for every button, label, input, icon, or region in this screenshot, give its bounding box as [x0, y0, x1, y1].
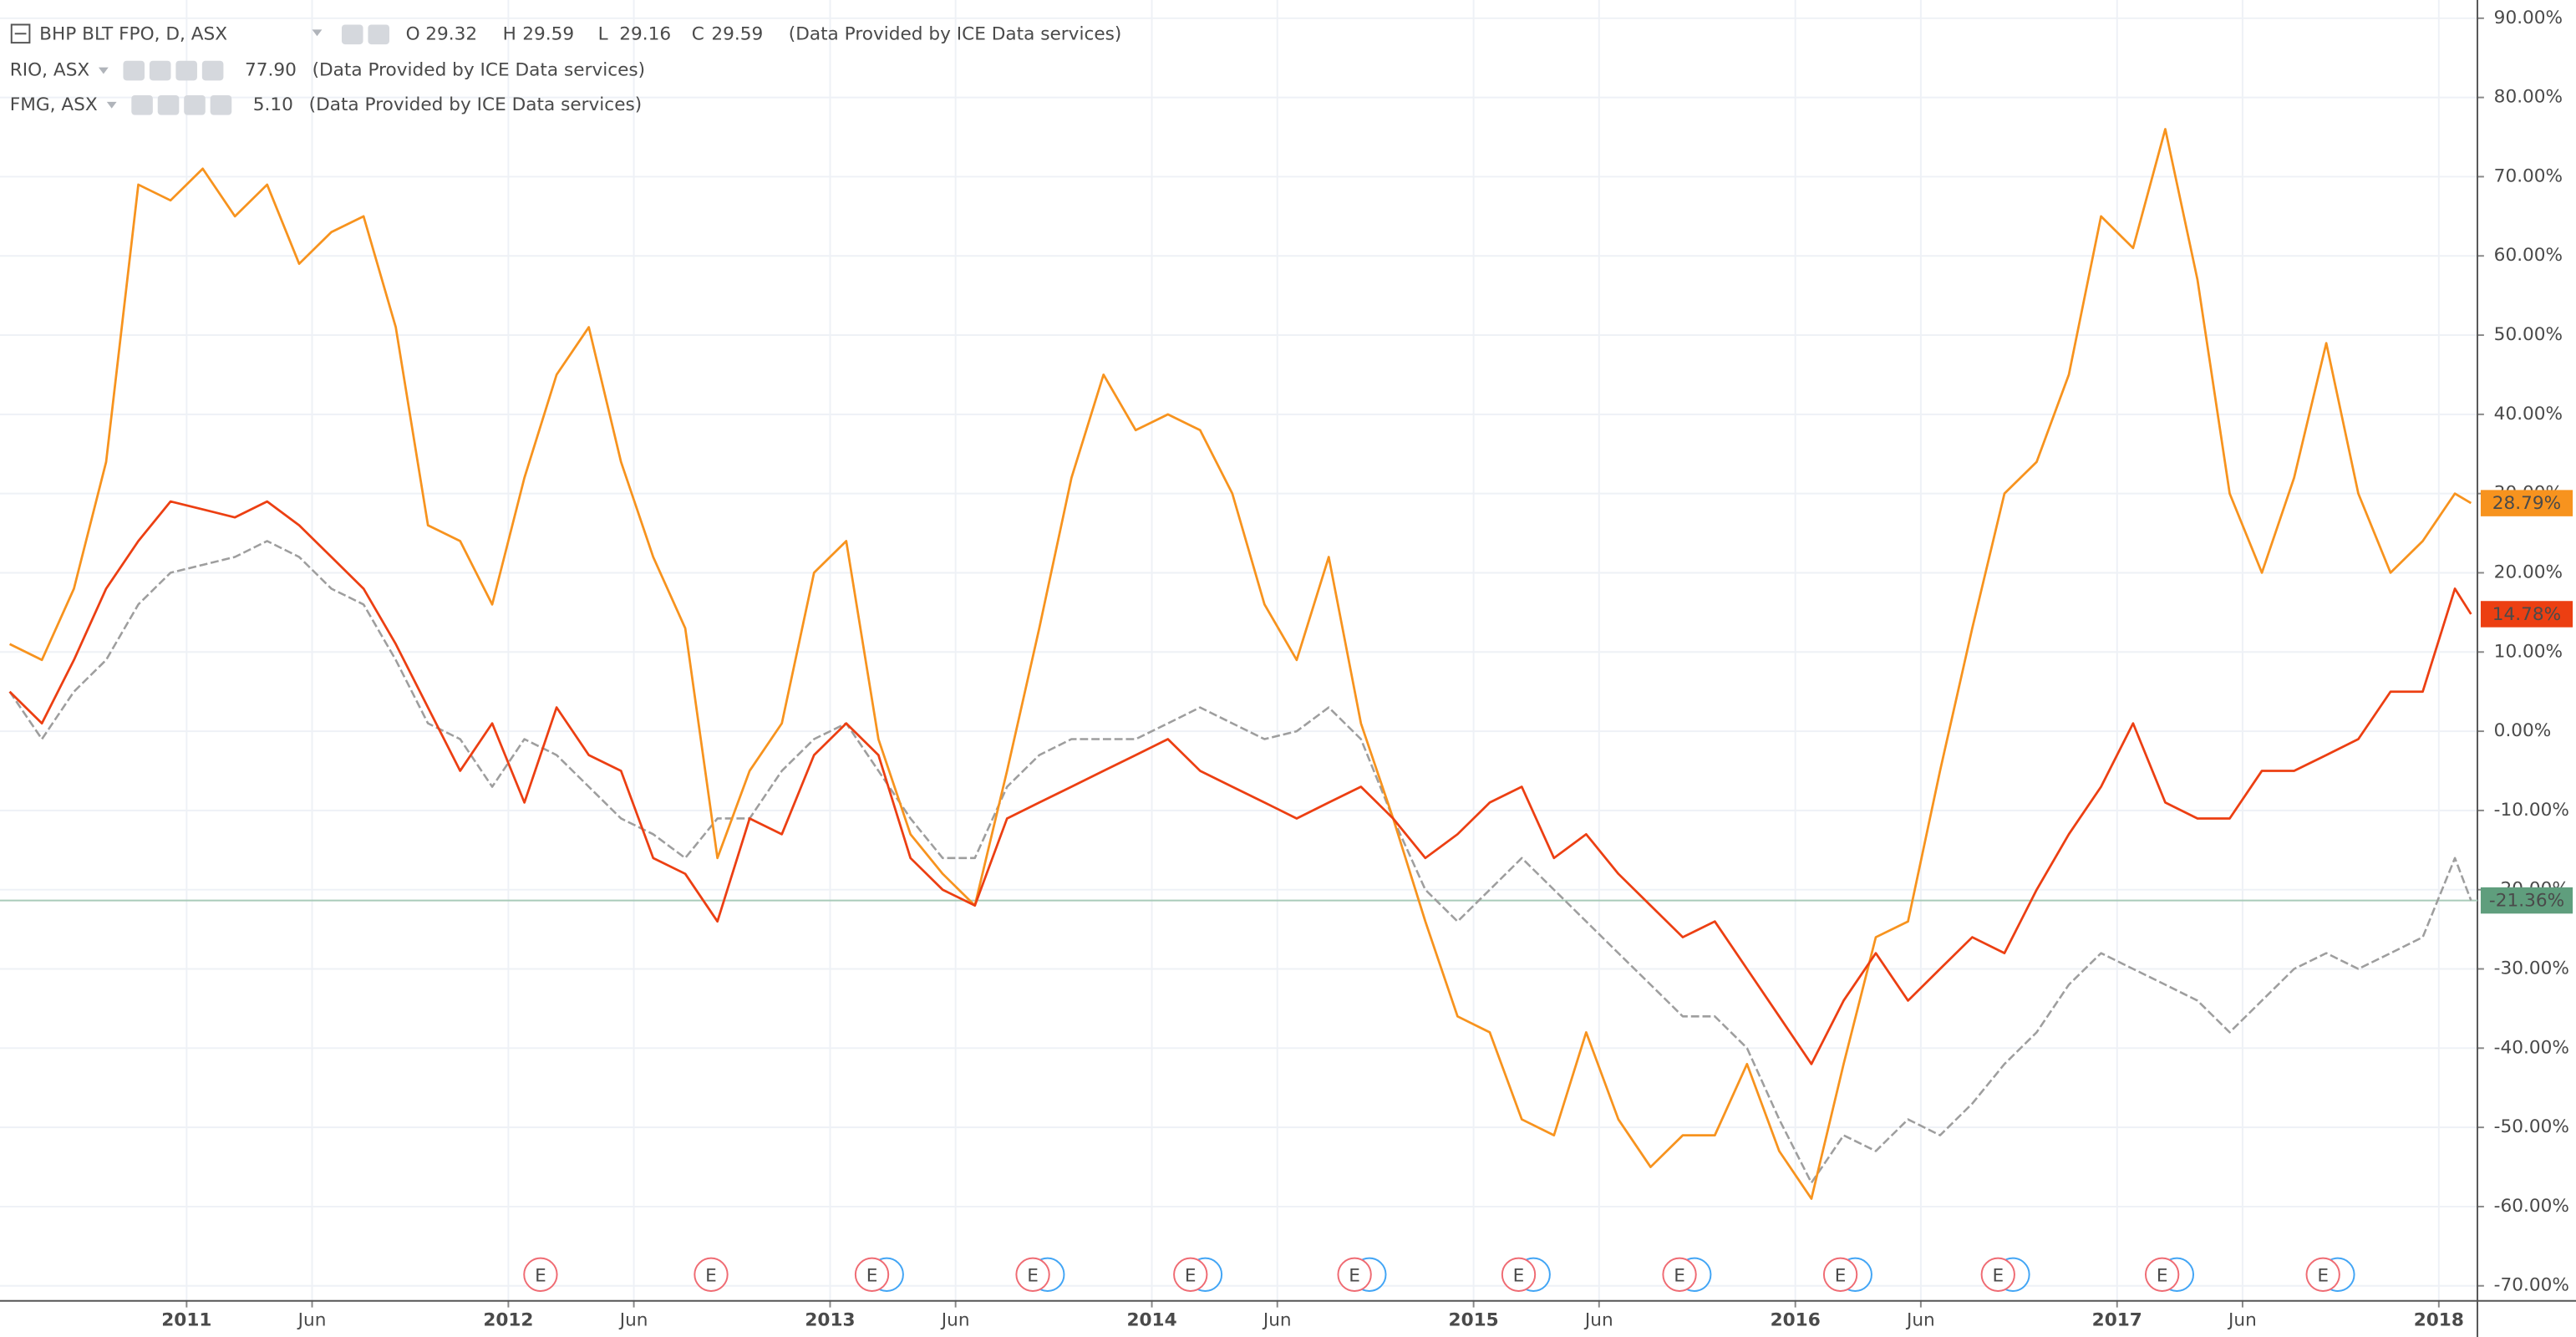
- legend-icon: [157, 95, 180, 115]
- earnings-label: E: [1674, 1265, 1685, 1286]
- x-tick-label: 2015: [1449, 1309, 1499, 1330]
- series-line: [8, 500, 2472, 1065]
- legend-source: (Data Provided by ICE Data services): [789, 23, 1122, 44]
- earnings-marker: [694, 1257, 729, 1292]
- y-tick-label: -30.00%: [2494, 958, 2569, 979]
- last-value-label: 28.79%: [2492, 493, 2561, 514]
- last-value-box: [2480, 601, 2573, 628]
- last-value-label: 14.78%: [2492, 604, 2561, 625]
- earnings-marker: [2145, 1257, 2180, 1292]
- y-tick-label: 70.00%: [2494, 165, 2563, 186]
- ohlc-letter: O: [406, 23, 420, 44]
- earnings-label: E: [535, 1265, 546, 1286]
- earnings-marker: [1173, 1257, 1208, 1292]
- legend-icon: [368, 24, 389, 45]
- earnings-marker: [523, 1257, 558, 1292]
- x-tick-label: Jun: [940, 1309, 970, 1330]
- ohlc-letter: H: [503, 23, 516, 44]
- ohlc-value: 29.59: [522, 23, 574, 44]
- ohlc-letter: L: [598, 23, 608, 44]
- legend-icon: [149, 60, 171, 81]
- x-tick-label: 2014: [1126, 1309, 1176, 1330]
- y-tick-label: -70.00%: [2494, 1275, 2569, 1296]
- earnings-marker: [1501, 1257, 1537, 1292]
- ohlc-value: 29.59: [711, 23, 763, 44]
- legend-source: (Data Provided by ICE Data services): [312, 60, 646, 81]
- last-value-box: [2480, 887, 2573, 914]
- y-tick-label: 60.00%: [2494, 245, 2563, 266]
- x-tick-label: Jun: [1262, 1309, 1292, 1330]
- x-tick-label: 2017: [2092, 1309, 2142, 1330]
- y-tick-label: -10.00%: [2494, 800, 2569, 821]
- y-tick-label: -60.00%: [2494, 1196, 2569, 1217]
- x-tick-label: Jun: [2227, 1309, 2257, 1330]
- y-tick-label: 90.00%: [2494, 8, 2563, 28]
- x-tick-label: 2011: [161, 1309, 211, 1330]
- dropdown-arrow: [106, 101, 117, 109]
- earnings-marker: [1822, 1257, 1858, 1292]
- x-tick-label: Jun: [297, 1309, 327, 1330]
- dropdown-arrow: [98, 67, 109, 74]
- legend-source: (Data Provided by ICE Data services): [309, 94, 643, 115]
- legend-icon: [123, 60, 145, 81]
- earnings-marker: [1980, 1257, 2015, 1292]
- y-tick-label: -50.00%: [2494, 1116, 2569, 1137]
- earnings-label: E: [2317, 1265, 2329, 1286]
- earnings-marker: [1662, 1257, 1697, 1292]
- legend-icon: [210, 95, 232, 115]
- ohlc-value: 29.32: [425, 23, 477, 44]
- legend-icon: [201, 60, 224, 81]
- series-line: [8, 128, 2472, 1200]
- earnings-label: E: [1992, 1265, 2004, 1286]
- x-tick-label: 2013: [805, 1309, 855, 1330]
- earnings-label: E: [705, 1265, 717, 1286]
- earnings-label: E: [1349, 1265, 1360, 1286]
- earnings-marker: [854, 1257, 890, 1292]
- legend-name: FMG, ASX: [10, 94, 98, 115]
- earnings-marker: [1015, 1257, 1050, 1292]
- legend-price: 77.90: [245, 60, 297, 81]
- earnings-marker: [2305, 1257, 2340, 1292]
- collapse-icon: [10, 23, 31, 44]
- series-line: [8, 540, 2472, 1184]
- ohlc-value: 29.16: [619, 23, 671, 44]
- x-tick-label: Jun: [1583, 1309, 1613, 1330]
- earnings-label: E: [1835, 1265, 1847, 1286]
- legend-title: BHP BLT FPO, D, ASX: [39, 23, 227, 44]
- y-tick-label: 80.00%: [2494, 87, 2563, 108]
- earnings-label: E: [1027, 1265, 1039, 1286]
- y-tick-label: 50.00%: [2494, 324, 2563, 345]
- x-tick-label: 2016: [1771, 1309, 1821, 1330]
- x-tick-label: 2012: [483, 1309, 533, 1330]
- legend-name: RIO, ASX: [10, 60, 90, 81]
- y-tick-label: -40.00%: [2494, 1037, 2569, 1058]
- x-tick-label: Jun: [1905, 1309, 1935, 1330]
- x-tick-label: 2018: [2414, 1309, 2464, 1330]
- last-value-box: [2480, 490, 2573, 516]
- y-tick-label: 0.00%: [2494, 720, 2552, 741]
- y-tick-label: 40.00%: [2494, 404, 2563, 424]
- x-tick-label: Jun: [618, 1309, 648, 1330]
- y-tick-label: 20.00%: [2494, 562, 2563, 582]
- legend-icon: [175, 60, 197, 81]
- earnings-label: E: [1185, 1265, 1197, 1286]
- legend-icon: [341, 24, 363, 45]
- legend-price: 5.10: [253, 94, 293, 115]
- legend-icon: [184, 95, 206, 115]
- earnings-marker: [1337, 1257, 1372, 1292]
- y-tick-label: 10.00%: [2494, 641, 2563, 662]
- ohlc-letter: C: [692, 23, 704, 44]
- dropdown-arrow: [312, 29, 323, 37]
- earnings-label: E: [1513, 1265, 1525, 1286]
- legend-icon: [131, 95, 153, 115]
- earnings-label: E: [2157, 1265, 2168, 1286]
- earnings-label: E: [866, 1265, 878, 1286]
- last-value-label: -21.36%: [2489, 891, 2564, 912]
